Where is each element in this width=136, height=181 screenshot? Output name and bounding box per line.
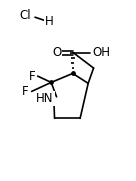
Point — [72, 72, 74, 75]
Text: HN: HN — [36, 92, 54, 105]
Text: OH: OH — [92, 46, 110, 59]
Text: H: H — [45, 15, 54, 28]
Point — [50, 81, 52, 84]
Text: F: F — [28, 70, 35, 83]
Text: Cl: Cl — [19, 9, 31, 22]
Text: F: F — [22, 85, 29, 98]
Text: O: O — [52, 46, 61, 59]
